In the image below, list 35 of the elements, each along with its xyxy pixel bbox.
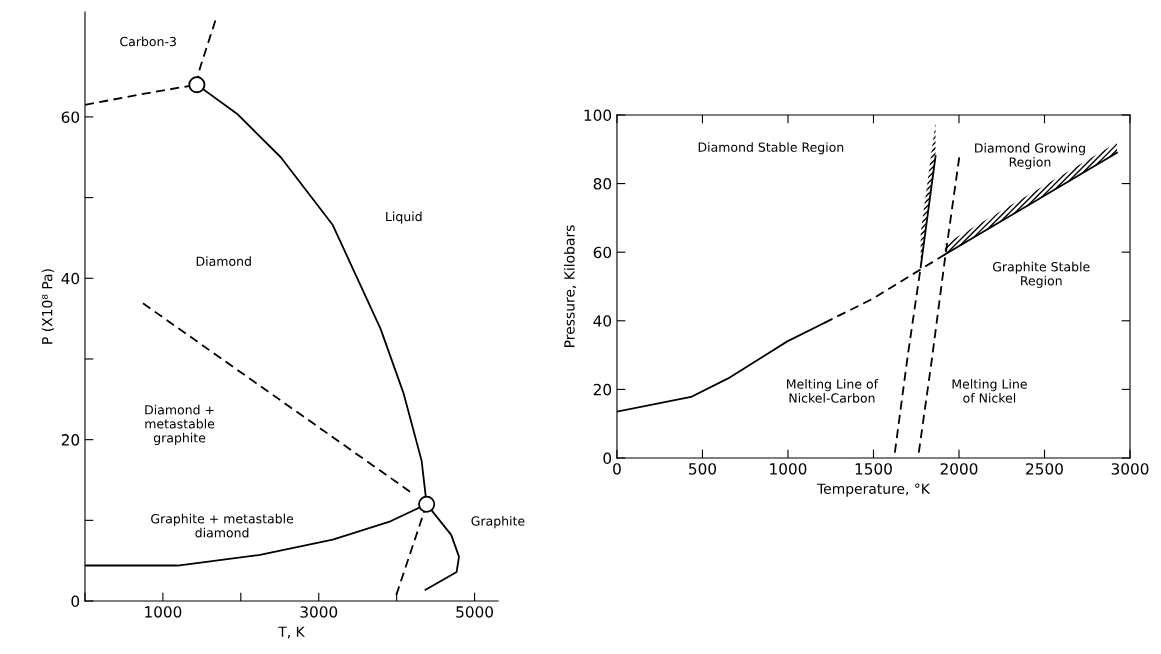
y-tick-label: 40 — [61, 272, 80, 285]
y-axis-title: Pressure, Kilobars — [563, 225, 577, 347]
y-tick-label: 20 — [61, 434, 80, 446]
annotation: Graphite + metastable diamond — [151, 513, 294, 538]
annotation: Liquid — [386, 211, 422, 224]
x-tick-label: 3000 — [1111, 463, 1149, 475]
x-tick-label: 1000 — [145, 606, 182, 618]
x-tick-label: 3000 — [300, 606, 338, 618]
y-tick-label: 60 — [61, 111, 80, 123]
y-tick-label: 40 — [593, 315, 612, 327]
x-axis-title: Temperature, °K — [817, 483, 931, 497]
annotation: Diamond + metastable graphite — [145, 404, 215, 445]
x-tick-label: 1000 — [770, 463, 807, 475]
y-tick-label: 60 — [593, 246, 612, 259]
annotation: Melting Line of Nickel-Carbon — [787, 379, 879, 403]
x-axis-title: T, K — [278, 626, 305, 639]
annotation: Diamond Growing Region — [975, 143, 1085, 170]
y-tick-label: 100 — [584, 109, 612, 121]
annotation: Melting Line of Nickel — [952, 379, 1027, 403]
x-tick-label: 2500 — [1026, 463, 1063, 475]
annotation: Diamond Stable Region — [698, 142, 844, 155]
x-tick-label: 2000 — [940, 463, 978, 475]
x-tick-label: 1500 — [855, 463, 892, 475]
y-tick-label: 20 — [593, 383, 612, 396]
y-tick-label: 0 — [603, 452, 612, 465]
y-axis-title: P (X10⁸ Pa) — [41, 269, 55, 344]
annotation: Graphite Stable Region — [992, 261, 1090, 288]
y-tick-label: 0 — [71, 595, 80, 608]
x-tick-label: 0 — [613, 463, 621, 475]
annotation: Diamond — [196, 256, 251, 266]
x-tick-label: 500 — [689, 463, 717, 475]
annotation: Carbon-3 — [120, 36, 176, 47]
x-tick-label: 5000 — [456, 606, 493, 618]
y-tick-label: 80 — [593, 178, 612, 190]
annotation: Graphite — [471, 516, 525, 529]
